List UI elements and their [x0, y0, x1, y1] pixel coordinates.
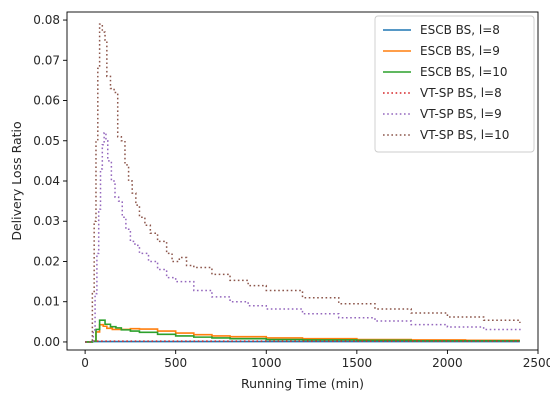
plot-lines: [85, 23, 521, 343]
legend-label: VT-SP BS, l=8: [420, 86, 502, 100]
x-axis-title: Running Time (min): [241, 376, 364, 391]
y-axis-ticks: 0.00 0.01 0.02 0.03 0.04 0.05 0.06 0.07 0.08: [33, 13, 67, 349]
x-tick-label: 500: [164, 356, 187, 370]
y-tick-label: 0.00: [33, 335, 60, 349]
series-line-6: [85, 23, 521, 343]
y-tick-label: 0.04: [33, 174, 60, 188]
series-line-3: [85, 319, 520, 343]
x-tick-label: 0: [81, 356, 89, 370]
legend-label: VT-SP BS, l=9: [420, 107, 502, 121]
legend-label: VT-SP BS, l=10: [420, 128, 509, 142]
x-tick-label: 1000: [251, 356, 282, 370]
y-tick-label: 0.02: [33, 254, 60, 268]
y-tick-label: 0.06: [33, 94, 60, 108]
legend-label: ESCB BS, l=8: [420, 23, 500, 37]
series-line-2: [85, 323, 520, 343]
y-tick-label: 0.03: [33, 214, 60, 228]
y-tick-label: 0.05: [33, 134, 60, 148]
x-tick-label: 1500: [342, 356, 373, 370]
legend: ESCB BS, l=8 ESCB BS, l=9 ESCB BS, l=10 VT-…: [374, 15, 535, 153]
y-tick-label: 0.07: [33, 53, 60, 67]
x-axis-ticks: 0 500 1000 1500 2000 2500: [81, 350, 550, 370]
legend-label: ESCB BS, l=10: [420, 65, 508, 79]
series-line-5: [85, 131, 521, 343]
legend-label: ESCB BS, l=9: [420, 44, 500, 58]
y-tick-label: 0.01: [33, 295, 60, 309]
legend-box: [374, 15, 535, 153]
x-tick-label: 2500: [523, 356, 550, 370]
y-tick-label: 0.08: [33, 13, 60, 27]
x-tick-label: 2000: [432, 356, 463, 370]
y-axis-title: Delivery Loss Ratio: [9, 121, 24, 240]
